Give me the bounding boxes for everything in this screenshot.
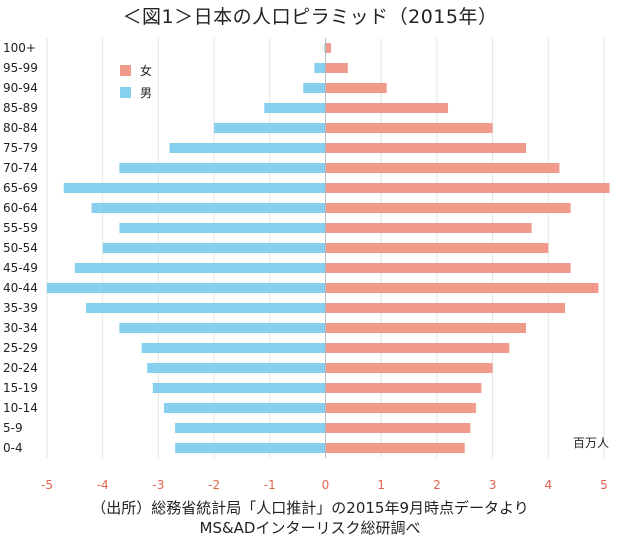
male-bar: [147, 363, 326, 373]
x-tick-labels: -5 -4 -3 -2 -1 0 1 2 3 4 5: [41, 478, 608, 492]
male-bar: [102, 243, 326, 253]
female-bar: [325, 423, 471, 433]
age-label: 70-74: [3, 161, 38, 175]
age-label: 40-44: [3, 281, 38, 295]
x-tick-label: 5: [600, 478, 608, 492]
x-tick-label: 2: [433, 478, 441, 492]
female-bar: [325, 243, 549, 253]
female-bar: [325, 323, 527, 333]
x-tick-label: -5: [41, 478, 53, 492]
age-label: 65-69: [3, 181, 38, 195]
female-bar: [325, 403, 476, 413]
age-label: 90-94: [3, 81, 38, 95]
age-label: 100+: [3, 41, 36, 55]
male-bar: [119, 163, 326, 173]
x-tick-label: 4: [544, 478, 552, 492]
male-bar: [264, 103, 326, 113]
x-tick-label: 1: [377, 478, 385, 492]
female-bar: [325, 63, 348, 73]
male-bar: [47, 283, 326, 293]
male-bar: [141, 343, 326, 353]
female-bar: [325, 383, 482, 393]
source-line-2: MS&ADインターリスク総研調べ: [199, 519, 421, 537]
male-bar: [119, 323, 326, 333]
female-bar: [325, 83, 387, 93]
age-label: 0-4: [3, 441, 23, 455]
age-label: 20-24: [3, 361, 38, 375]
female-bar: [325, 263, 571, 273]
male-bar: [324, 43, 326, 53]
x-tick-label: -4: [97, 478, 109, 492]
age-label: 30-34: [3, 321, 38, 335]
legend: 女男: [120, 63, 152, 100]
legend-label-male: 男: [140, 86, 152, 100]
x-tick-label: 3: [489, 478, 497, 492]
female-bar: [325, 103, 449, 113]
male-bar: [214, 123, 326, 133]
legend-label-female: 女: [140, 63, 152, 78]
x-tick-label: -2: [208, 478, 220, 492]
male-bar: [175, 443, 326, 453]
age-label: 45-49: [3, 261, 38, 275]
male-bar: [175, 423, 326, 433]
female-bar: [325, 203, 571, 213]
age-label: 85-89: [3, 101, 38, 115]
age-label: 75-79: [3, 141, 38, 155]
male-bar: [63, 183, 326, 193]
female-bar: [325, 143, 527, 153]
unit-label: 百万人: [573, 436, 609, 450]
female-bar: [325, 303, 566, 313]
age-label: 35-39: [3, 301, 38, 315]
female-bar: [325, 443, 465, 453]
male-bar: [303, 83, 326, 93]
male-bar: [119, 223, 326, 233]
age-label: 80-84: [3, 121, 38, 135]
age-group-labels: 100+ 95-99 90-94 85-89 80-84 75-79 70-74 65-69 6…: [3, 41, 38, 455]
bars: [47, 43, 610, 453]
female-bar: [325, 343, 510, 353]
x-tick-label: -3: [152, 478, 164, 492]
male-bar: [314, 63, 326, 73]
female-bar: [325, 123, 493, 133]
source-note: （出所）総務省統計局「人口推計」の2015年9月時点データより MS&ADインタ…: [0, 498, 620, 538]
age-label: 60-64: [3, 201, 38, 215]
x-tick-label: -1: [264, 478, 276, 492]
male-bar: [152, 383, 326, 393]
age-label: 5-9: [3, 421, 23, 435]
male-bar: [85, 303, 326, 313]
x-tick-label: 0: [322, 478, 330, 492]
source-line-1: （出所）総務省統計局「人口推計」の2015年9月時点データより: [91, 499, 529, 517]
female-bar: [325, 183, 610, 193]
female-bar: [325, 363, 493, 373]
age-label: 10-14: [3, 401, 38, 415]
male-bar: [74, 263, 326, 273]
age-label: 25-29: [3, 341, 38, 355]
female-bar: [325, 43, 332, 53]
chart-title: ＜図1＞日本の人口ピラミッド（2015年）: [122, 6, 498, 28]
female-bar: [325, 223, 532, 233]
legend-swatch-female: [120, 65, 131, 76]
legend-swatch-male: [120, 87, 131, 98]
age-label: 50-54: [3, 241, 38, 255]
age-label: 55-59: [3, 221, 38, 235]
age-label: 15-19: [3, 381, 38, 395]
female-bar: [325, 283, 599, 293]
age-label: 95-99: [3, 61, 38, 75]
female-bar: [325, 163, 560, 173]
male-bar: [163, 403, 326, 413]
male-bar: [91, 203, 326, 213]
male-bar: [169, 143, 326, 153]
